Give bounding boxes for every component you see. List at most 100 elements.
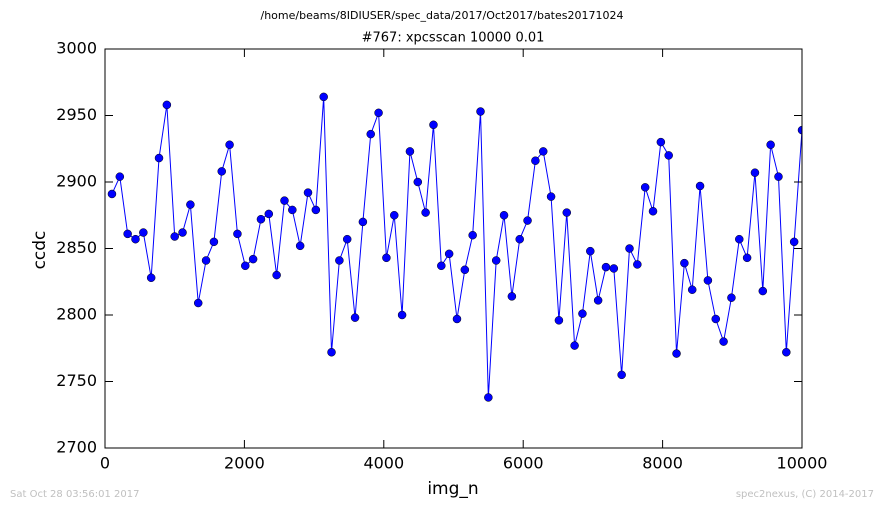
- data-point: [193, 298, 203, 308]
- data-point: [586, 246, 595, 256]
- data-point: [303, 188, 313, 197]
- plot-area: [107, 92, 802, 402]
- data-point: [570, 341, 579, 350]
- x-tick-label: 4000: [363, 454, 404, 473]
- data-point: [413, 177, 423, 187]
- data-point: [350, 313, 360, 322]
- data-point: [562, 208, 572, 217]
- data-point: [703, 276, 713, 285]
- data-point: [154, 153, 164, 163]
- data-point: [131, 234, 140, 244]
- data-point: [695, 181, 705, 191]
- y-tick-label: 2850: [56, 238, 97, 257]
- axes-frame: [104, 48, 803, 449]
- data-point: [335, 256, 344, 265]
- footer-left: Sat Oct 28 03:56:01 2017: [10, 489, 140, 500]
- y-tick-label: 2700: [56, 438, 97, 457]
- data-point: [366, 129, 375, 139]
- data-point: [233, 229, 242, 239]
- data-point: [123, 229, 132, 239]
- data-point: [797, 125, 802, 135]
- data-point: [295, 241, 305, 251]
- data-point: [241, 261, 250, 271]
- data-point: [782, 347, 791, 357]
- data-point: [162, 100, 172, 110]
- data-point: [507, 292, 517, 301]
- data-point: [390, 211, 399, 220]
- data-point: [319, 92, 328, 102]
- data-point: [288, 205, 297, 215]
- data-point: [774, 172, 783, 181]
- data-point: [382, 253, 391, 263]
- y-tick-label: 2950: [56, 105, 97, 124]
- data-point: [578, 309, 587, 318]
- data-point: [758, 286, 768, 296]
- x-axis-label: img_n: [427, 479, 478, 499]
- data-point: [491, 256, 501, 265]
- data-point: [209, 237, 219, 247]
- data-point: [499, 211, 509, 220]
- data-point: [280, 196, 289, 205]
- data-point: [617, 370, 626, 380]
- data-point: [397, 310, 407, 320]
- data-point: [217, 167, 226, 176]
- data-point: [272, 270, 281, 280]
- x-tick-label: 10000: [777, 454, 828, 473]
- data-point: [429, 120, 438, 130]
- y-tick-label: 2900: [56, 172, 97, 191]
- data-point: [201, 256, 211, 265]
- y-tick-label: 3000: [56, 39, 97, 58]
- x-tick-label: 6000: [503, 454, 544, 473]
- data-point: [139, 228, 148, 237]
- data-point: [664, 151, 673, 160]
- data-point: [546, 192, 556, 201]
- data-point: [609, 264, 619, 273]
- data-point: [735, 234, 744, 244]
- data-point: [640, 183, 650, 192]
- data-line: [111, 96, 802, 398]
- data-point: [374, 108, 383, 118]
- x-tick-label: 8000: [642, 454, 683, 473]
- data-point: [256, 214, 266, 224]
- data-point: [460, 265, 470, 275]
- data-point: [115, 172, 125, 181]
- data-point: [358, 217, 368, 227]
- data-point: [593, 296, 603, 305]
- data-point: [484, 393, 493, 402]
- data-point: [766, 140, 775, 150]
- data-point: [538, 147, 548, 156]
- data-point: [225, 140, 234, 150]
- x-tick-label: 0: [100, 454, 110, 473]
- data-point: [178, 228, 187, 237]
- data-point: [515, 234, 524, 244]
- data-point: [311, 205, 321, 215]
- y-tick-label: 2750: [56, 371, 97, 390]
- data-point: [146, 273, 156, 283]
- y-tick-label: 2800: [56, 305, 97, 324]
- data-point: [405, 147, 415, 156]
- data-point: [342, 234, 352, 244]
- data-point: [437, 261, 446, 271]
- data-point: [625, 244, 634, 253]
- data-point: [264, 209, 274, 219]
- data-point: [750, 168, 760, 177]
- data-point: [727, 293, 736, 302]
- data-point: [680, 258, 689, 268]
- data-point: [656, 137, 666, 147]
- data-point: [711, 314, 720, 324]
- data-point: [601, 262, 611, 272]
- y-axis-label: ccdc: [30, 231, 50, 270]
- data-point: [107, 189, 117, 199]
- data-point: [170, 232, 179, 241]
- data-point: [444, 249, 454, 259]
- data-point: [452, 314, 462, 324]
- data-point: [421, 208, 430, 217]
- x-tick-label: 2000: [224, 454, 265, 473]
- chart-title: #767: xpcsscan 10000 0.01: [362, 31, 545, 46]
- data-point: [468, 230, 477, 240]
- data-point: [687, 285, 697, 294]
- data-point: [742, 253, 752, 263]
- data-point: [554, 316, 564, 325]
- suptitle: /home/beams/8IDIUSER/spec_data/2017/Oct2…: [261, 9, 624, 22]
